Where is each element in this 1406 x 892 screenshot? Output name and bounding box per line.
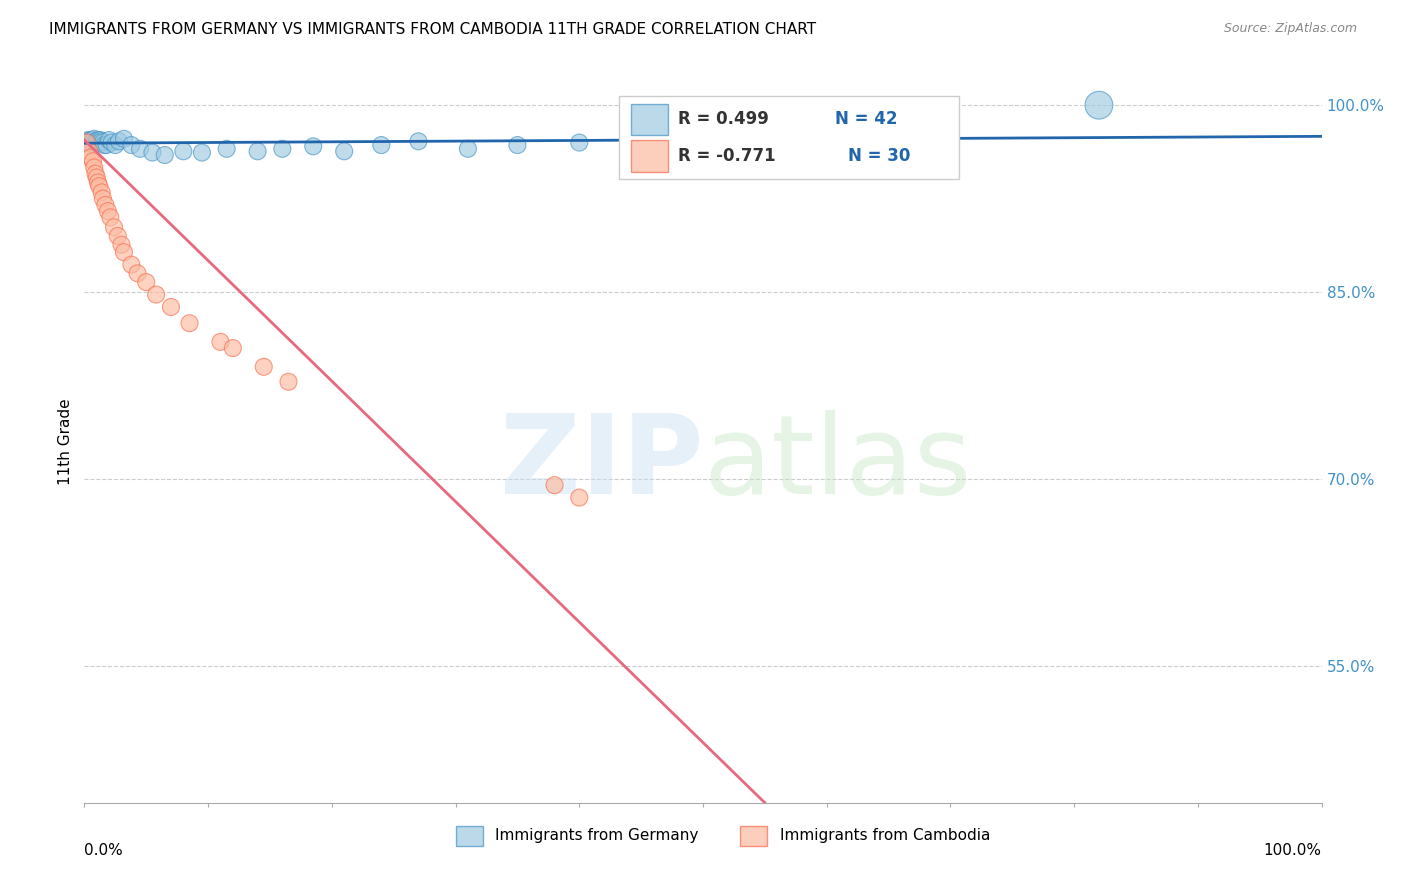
- Point: [179, 316, 201, 330]
- Text: N = 30: N = 30: [848, 147, 910, 165]
- Point: [100, 136, 122, 150]
- Y-axis label: 11th Grade: 11th Grade: [58, 398, 73, 485]
- Text: 100.0%: 100.0%: [1264, 843, 1322, 857]
- Bar: [456, 826, 482, 847]
- Point: [160, 300, 183, 314]
- Point: [89, 133, 111, 147]
- Point: [79, 133, 101, 147]
- Point: [112, 245, 135, 260]
- Point: [191, 145, 214, 160]
- Point: [246, 145, 269, 159]
- Point: [145, 287, 167, 301]
- Point: [108, 134, 131, 148]
- Point: [1088, 98, 1111, 112]
- FancyBboxPatch shape: [619, 96, 959, 179]
- Text: Immigrants from Cambodia: Immigrants from Cambodia: [780, 828, 990, 843]
- Point: [90, 134, 112, 148]
- Point: [457, 142, 479, 156]
- Point: [253, 359, 276, 374]
- Point: [83, 161, 105, 175]
- Point: [209, 334, 232, 349]
- Point: [568, 491, 591, 505]
- Point: [172, 145, 194, 159]
- Point: [86, 134, 108, 148]
- Point: [84, 134, 107, 148]
- Point: [83, 132, 105, 146]
- Point: [94, 198, 117, 212]
- Point: [98, 211, 121, 225]
- Point: [86, 136, 108, 150]
- Point: [103, 220, 125, 235]
- Text: ZIP: ZIP: [499, 409, 703, 516]
- Point: [86, 170, 108, 185]
- Point: [135, 275, 157, 289]
- Point: [107, 229, 129, 244]
- Point: [96, 138, 118, 153]
- Point: [97, 204, 120, 219]
- Point: [90, 186, 112, 200]
- Point: [112, 132, 135, 146]
- Bar: [631, 140, 668, 172]
- Point: [79, 151, 101, 165]
- Point: [98, 133, 121, 147]
- Point: [82, 133, 104, 147]
- Point: [84, 167, 107, 181]
- Bar: [631, 103, 668, 136]
- Text: R = -0.771: R = -0.771: [678, 147, 776, 165]
- Text: N = 42: N = 42: [835, 111, 898, 128]
- Point: [568, 136, 591, 150]
- Point: [104, 138, 127, 153]
- Point: [80, 136, 103, 150]
- Point: [120, 258, 142, 272]
- Text: Source: ZipAtlas.com: Source: ZipAtlas.com: [1223, 22, 1357, 36]
- Point: [506, 138, 529, 153]
- Point: [120, 138, 142, 153]
- Point: [222, 341, 245, 355]
- Point: [91, 136, 114, 150]
- Point: [408, 134, 430, 148]
- Text: atlas: atlas: [703, 409, 972, 516]
- Point: [129, 142, 152, 156]
- Point: [91, 192, 114, 206]
- Point: [79, 134, 101, 148]
- Text: Immigrants from Germany: Immigrants from Germany: [495, 828, 699, 843]
- Point: [271, 142, 294, 156]
- Point: [82, 154, 104, 169]
- Point: [79, 145, 101, 159]
- Point: [93, 138, 115, 153]
- Text: 0.0%: 0.0%: [84, 843, 124, 857]
- Point: [141, 145, 163, 160]
- Bar: [740, 826, 768, 847]
- Point: [153, 148, 176, 162]
- Point: [77, 133, 100, 147]
- Point: [76, 136, 98, 150]
- Point: [766, 133, 789, 147]
- Point: [87, 133, 110, 147]
- Point: [79, 136, 101, 151]
- Text: IMMIGRANTS FROM GERMANY VS IMMIGRANTS FROM CAMBODIA 11TH GRADE CORRELATION CHART: IMMIGRANTS FROM GERMANY VS IMMIGRANTS FR…: [49, 22, 817, 37]
- Point: [89, 179, 111, 194]
- Point: [302, 139, 325, 153]
- Point: [370, 138, 392, 153]
- Point: [76, 136, 98, 150]
- Point: [82, 134, 104, 148]
- Point: [215, 142, 238, 156]
- Text: R = 0.499: R = 0.499: [678, 111, 769, 128]
- Point: [543, 478, 565, 492]
- Point: [87, 176, 110, 190]
- Point: [277, 375, 299, 389]
- Point: [89, 136, 111, 150]
- Point: [110, 237, 132, 252]
- Point: [127, 266, 149, 280]
- Point: [333, 145, 356, 159]
